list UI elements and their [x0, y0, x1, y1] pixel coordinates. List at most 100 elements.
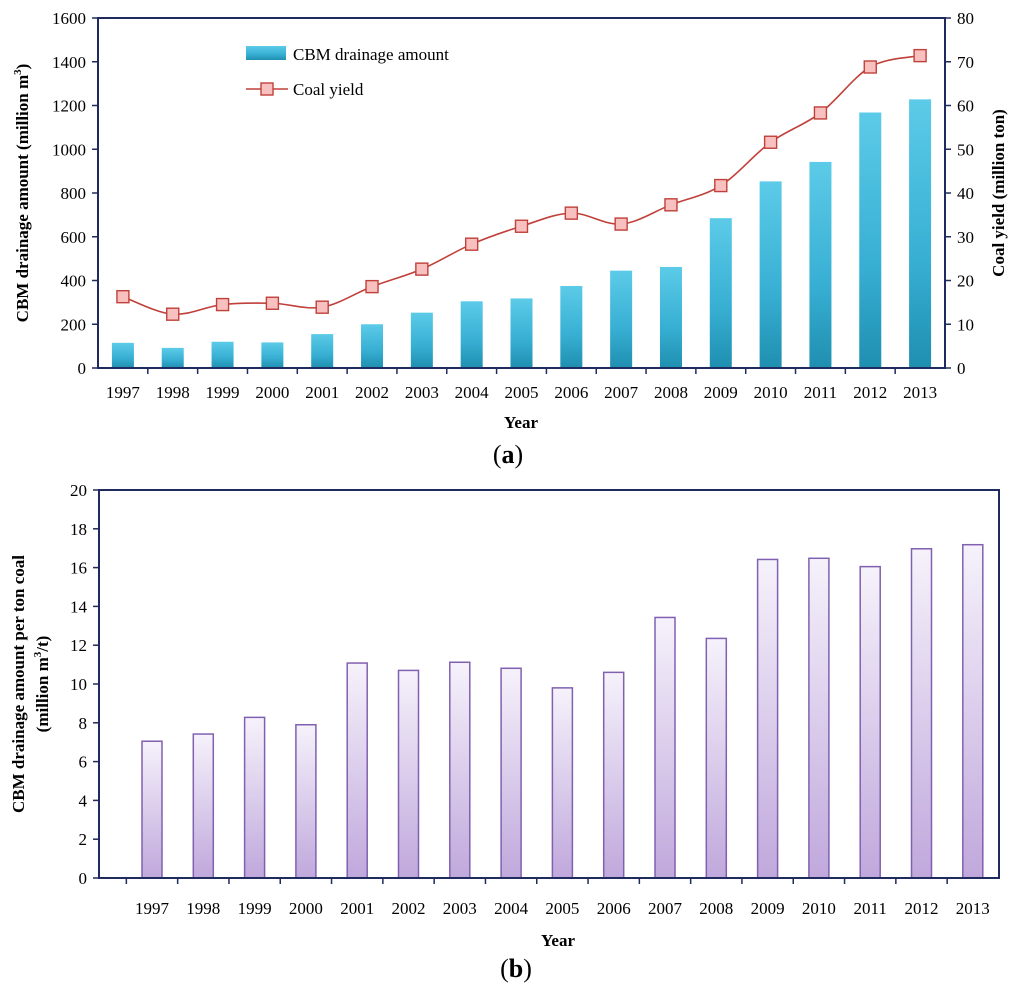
tick-label-x-a-2002: 2002	[355, 383, 389, 402]
tick-label-right-80: 80	[957, 9, 974, 28]
tick-label-x-a-2008: 2008	[654, 383, 688, 402]
tick-label-x-a-2013: 2013	[903, 383, 937, 402]
bar-cbm-2010	[759, 181, 782, 368]
tick-label-x-b-1999: 1999	[238, 899, 272, 918]
bar-cbm-2012	[859, 112, 882, 368]
bar-per-ton-2010	[808, 557, 830, 879]
marker-coal-2004	[464, 237, 479, 251]
chart-a-bars	[111, 99, 932, 368]
marker-coal-2007	[614, 217, 628, 231]
bar-per-ton-2006	[602, 671, 625, 879]
legend-cbm-label: CBM drainage amount	[293, 45, 449, 64]
bar-per-ton-1998	[192, 733, 215, 879]
tick-label-x-b-2009: 2009	[751, 899, 785, 918]
bar-cbm-2007	[610, 270, 633, 368]
marker-coal-2002	[365, 279, 379, 294]
tick-label-x-a-1997: 1997	[106, 383, 141, 402]
chart-a-ticks: 0 200 400 600 800 1000 1200 1400 1600 0 10 20 30 40 50…	[52, 9, 974, 402]
tick-label-right-0: 0	[957, 359, 966, 378]
marker-coal-2005	[514, 219, 529, 233]
bar-cbm-2013	[909, 99, 932, 368]
tick-label-x-a-2007: 2007	[604, 383, 639, 402]
line-coal-yield	[122, 54, 921, 316]
chart-b-ylabel-line1: CBM drainage amount per ton coal	[9, 555, 28, 813]
chart-a: 0 200 400 600 800 1000 1200 1400 1600 0 10 20 30 40 50…	[12, 9, 1008, 469]
tick-label-left-600: 600	[61, 228, 87, 247]
marker-coal-2012	[863, 60, 877, 74]
chart-b-bars	[141, 543, 984, 879]
bar-cbm-2009	[709, 218, 732, 368]
marker-coal-1999	[215, 297, 230, 312]
legend-coal-label: Coal yield	[293, 80, 364, 99]
tick-label-x-b-2011: 2011	[854, 899, 887, 918]
tick-label-x-a-2004: 2004	[455, 383, 490, 402]
bar-cbm-2006	[560, 285, 583, 368]
tick-label-b-10: 10	[70, 675, 87, 694]
tick-label-x-b-2006: 2006	[597, 899, 631, 918]
tick-label-x-b-2012: 2012	[905, 899, 939, 918]
bar-cbm-2008	[659, 266, 682, 368]
chart-a-ylabel-left: CBM drainage amount (million m3)	[12, 64, 32, 323]
bar-per-ton-2004	[500, 667, 522, 879]
bar-cbm-1999	[211, 341, 234, 368]
tick-label-b-2: 2	[79, 830, 88, 849]
tick-label-x-a-2003: 2003	[405, 383, 439, 402]
tick-label-x-a-2001: 2001	[305, 383, 339, 402]
tick-label-left-800: 800	[61, 184, 87, 203]
bar-per-ton-1999	[243, 716, 266, 879]
tick-label-left-1600: 1600	[52, 9, 86, 28]
bar-per-ton-2013	[962, 543, 984, 879]
marker-coal-2011	[813, 106, 828, 120]
tick-label-x-b-2005: 2005	[545, 899, 579, 918]
bar-per-ton-2000	[295, 723, 317, 879]
panel-label-b: (b)	[500, 954, 532, 983]
tick-label-right-20: 20	[957, 272, 974, 291]
marker-coal-2009	[714, 178, 728, 193]
bar-per-ton-2009	[756, 558, 779, 879]
tick-label-b-8: 8	[79, 714, 88, 733]
tick-label-left-200: 200	[61, 315, 87, 334]
bar-per-ton-2001	[346, 662, 368, 879]
bar-per-ton-2003	[449, 661, 471, 879]
bar-per-ton-1997	[141, 740, 163, 879]
chart-a-markers	[116, 48, 927, 321]
bar-cbm-2005	[510, 298, 533, 368]
bar-cbm-2011	[809, 161, 832, 368]
tick-label-right-60: 60	[957, 97, 974, 116]
chart-b-ylabel-line2: (million m3/t)	[32, 636, 52, 733]
legend-coal-marker	[260, 82, 274, 96]
tick-label-x-b-2007: 2007	[648, 899, 683, 918]
bar-per-ton-2011	[859, 565, 881, 879]
chart-a-xlabel: Year	[504, 413, 538, 432]
tick-label-left-1400: 1400	[52, 53, 86, 72]
tick-label-x-a-2000: 2000	[255, 383, 289, 402]
tick-label-left-0: 0	[78, 359, 87, 378]
tick-label-x-b-2002: 2002	[392, 899, 426, 918]
marker-coal-2010	[763, 135, 778, 149]
tick-label-x-b-2013: 2013	[956, 899, 990, 918]
tick-label-x-b-2003: 2003	[443, 899, 477, 918]
chart-b-ticks: 0 2 4 6 8 10 12 14 16 18 20 1997 1998 1999 2000 2001 200…	[70, 481, 990, 918]
tick-label-b-18: 18	[70, 520, 87, 539]
chart-a-ylabel-right: Coal yield (million ton)	[989, 109, 1008, 277]
tick-label-b-12: 12	[70, 636, 87, 655]
marker-coal-2006	[564, 206, 579, 220]
bar-per-ton-2002	[397, 669, 420, 879]
tick-label-left-1000: 1000	[52, 140, 86, 159]
tick-label-x-b-1998: 1998	[186, 899, 220, 918]
marker-coal-2003	[415, 262, 429, 276]
panel-label-a: (a)	[493, 440, 523, 469]
bar-per-ton-2008	[705, 637, 728, 879]
tick-label-b-4: 4	[79, 791, 88, 810]
tick-label-x-a-2009: 2009	[704, 383, 738, 402]
tick-label-x-a-2006: 2006	[554, 383, 588, 402]
tick-label-x-a-2011: 2011	[804, 383, 837, 402]
tick-label-right-40: 40	[957, 184, 974, 203]
tick-label-left-1200: 1200	[52, 97, 86, 116]
bar-cbm-1998	[161, 347, 184, 368]
bar-cbm-2004	[460, 301, 483, 368]
tick-label-b-14: 14	[70, 597, 88, 616]
bar-cbm-2001	[311, 334, 334, 368]
marker-coal-2013	[913, 48, 927, 63]
